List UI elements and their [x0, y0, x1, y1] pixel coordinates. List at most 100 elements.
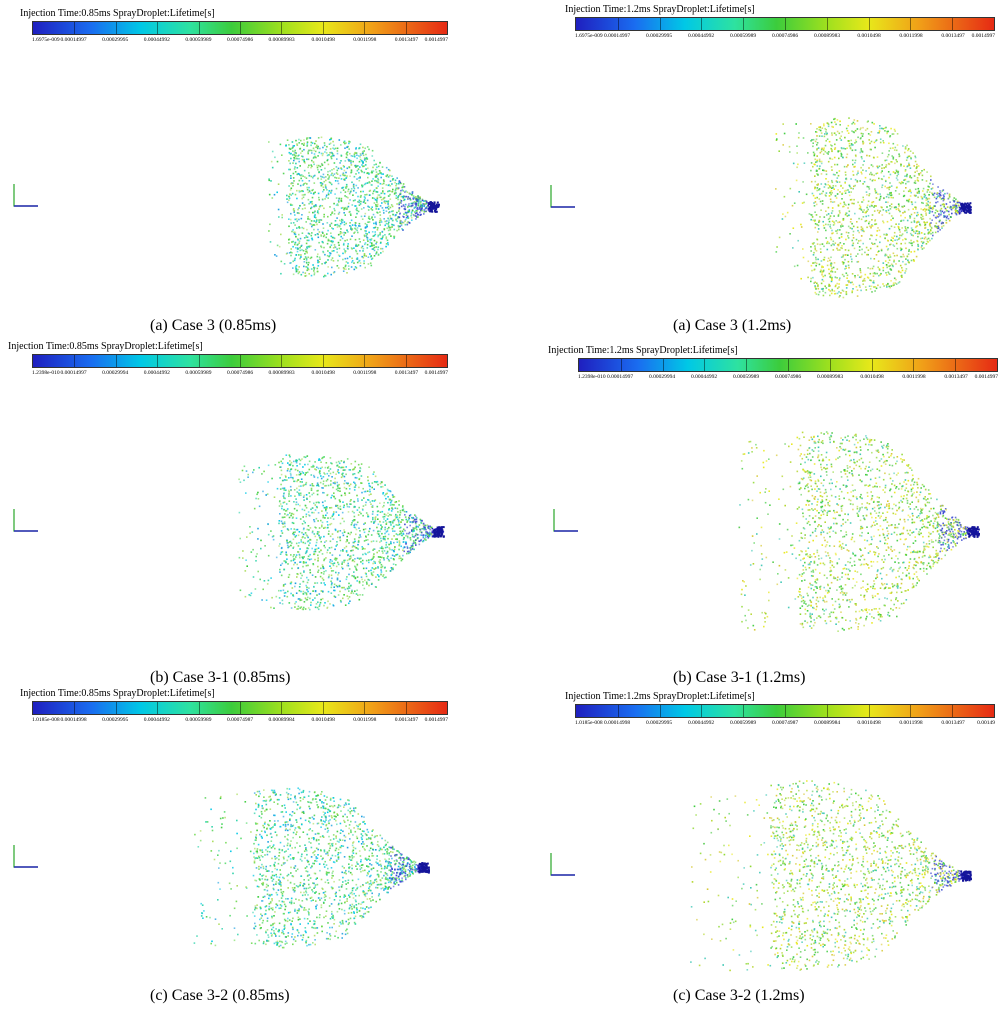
spray-panel-case3-1-12: Injection Time:1.2ms SprayDroplet:Lifeti…: [548, 345, 998, 680]
spray-panel-case3-1-085: Injection Time:0.85ms SprayDroplet:Lifet…: [8, 341, 458, 676]
colorbar: [578, 358, 998, 372]
colorbar-tick-label: 0.00029994: [648, 374, 676, 380]
spray-droplet-plot: [13, 136, 440, 278]
spray-droplet-plot: [550, 117, 972, 299]
colorbar-divider: [198, 355, 200, 367]
spray-droplets: [268, 136, 440, 278]
axis-triad-icon: [13, 509, 38, 532]
axis-triad-icon: [550, 853, 575, 876]
colorbar-divider: [617, 705, 619, 717]
colorbar-tick-label: 0.00089984: [268, 717, 295, 723]
colorbar-divider: [115, 702, 117, 714]
colorbar-tick-label: 0.0014997: [971, 33, 995, 39]
colorbar-tick-label: 0.0010498: [857, 33, 881, 39]
colorbar-title: Injection Time:1.2ms SprayDroplet:Lifeti…: [565, 691, 755, 702]
colorbar-divider: [74, 702, 76, 714]
colorbar-tick-label: 0.00044992: [687, 720, 715, 726]
colorbar-tick-label: 0.00059989: [185, 37, 212, 43]
colorbar-tick-label: 0.00089983: [816, 374, 844, 380]
colorbar-divider: [364, 355, 366, 367]
colorbar-divider: [701, 705, 703, 717]
colorbar-tick-label: 0.00014997: [60, 370, 87, 376]
colorbar-tick-labels: 1.2398e-010 0.00014997 0.00029994 0.0004499…: [32, 370, 448, 378]
colorbar-title: Injection Time:1.2ms SprayDroplet:Lifeti…: [565, 4, 755, 15]
spray-panel-case3-12: Injection Time:1.2ms SprayDroplet:Lifeti…: [545, 4, 995, 339]
spray-droplet-plot: [553, 431, 980, 632]
colorbar-tick-label: 0.0011998: [353, 717, 377, 723]
colorbar-divider: [952, 705, 954, 717]
colorbar-tick-labels: 1.6975e-009 0.00014997 0.00029995 0.0004499…: [575, 33, 995, 41]
colorbar-tick-label: 0.00059989: [729, 720, 757, 726]
colorbar-tick-label: 0.0010498: [860, 374, 884, 380]
colorbar-tick-label: 0.0010498: [311, 717, 335, 723]
colorbar-tick-label: 1.6975e-009: [32, 37, 60, 43]
colorbar-tick-label: 0.00014998: [603, 720, 631, 726]
colorbar-divider: [115, 355, 117, 367]
colorbar-divider: [405, 355, 407, 367]
colorbar-divider: [826, 705, 828, 717]
spray-panel-case3-2-12: Injection Time:1.2ms SprayDroplet:Lifeti…: [545, 691, 995, 1026]
colorbar-divider: [364, 702, 366, 714]
colorbar-tick-label: 0.00029995: [102, 37, 129, 43]
colorbar-divider: [281, 702, 283, 714]
colorbar-tick-label: 0.0011998: [899, 33, 923, 39]
colorbar-divider: [659, 18, 661, 30]
colorbar-tick-label: 0.00074986: [226, 37, 254, 43]
colorbar-divider: [198, 702, 200, 714]
axis-triad-icon: [13, 184, 38, 207]
colorbar-divider: [829, 359, 831, 371]
colorbar-tick-labels: 1.0185e-008 0.00014998 0.00029995 0.0004499…: [575, 720, 995, 728]
colorbar-divider: [157, 702, 159, 714]
colorbar-tick-label: 0.0011998: [353, 37, 377, 43]
colorbar-divider: [952, 18, 954, 30]
colorbar-tick-label: 0.0011998: [899, 720, 923, 726]
colorbar-tick-label: 0.0013497: [394, 717, 419, 723]
colorbar-divider: [659, 705, 661, 717]
colorbar-divider: [910, 705, 912, 717]
caption-case3-085: (a) Case 3 (0.85ms): [150, 317, 277, 334]
spray-droplet-plot: [13, 454, 445, 611]
colorbar-divider: [826, 18, 828, 30]
colorbar-tick-label: 0.00059989: [185, 370, 212, 376]
colorbar-tick-label: 1.0185e-008: [32, 717, 60, 723]
colorbar-divider: [913, 359, 915, 371]
colorbar-divider: [785, 705, 786, 717]
colorbar-divider: [74, 22, 76, 34]
spray-droplet-plot: [550, 780, 972, 972]
colorbar-divider: [743, 18, 745, 30]
colorbar-tick-label: 0.0013497: [394, 370, 419, 376]
colorbar-tick-label: 0.00014997: [606, 374, 634, 380]
colorbar-divider: [281, 355, 283, 367]
caption-case3-1-12: (b) Case 3-1 (1.2ms): [673, 669, 806, 686]
colorbar-tick-label: 0.00014997: [60, 37, 87, 43]
colorbar-tick-label: 1.2398e-010: [578, 374, 606, 380]
colorbar: [32, 701, 448, 715]
colorbar-tick-label: 0.00089983: [268, 370, 295, 376]
colorbar-tick-label: 0.0013497: [941, 720, 965, 726]
colorbar-tick-label: 0.00044992: [143, 717, 170, 723]
colorbar-divider: [405, 22, 407, 34]
colorbar-divider: [240, 702, 241, 714]
colorbar-tick-label: 0.0011998: [902, 374, 926, 380]
spray-droplets: [690, 780, 972, 972]
colorbar-tick-label: 0.0010498: [857, 720, 881, 726]
spray-droplets: [238, 454, 445, 611]
colorbar-tick-labels: 1.6975e-009 0.00014997 0.00029995 0.0004499…: [32, 37, 448, 45]
colorbar-tick-label: 0.0010498: [311, 37, 335, 43]
colorbar-divider: [364, 22, 366, 34]
colorbar-tick-label: 0.0014997: [974, 374, 998, 380]
colorbar-tick-label: 0.00044992: [143, 37, 170, 43]
axis-triad-icon: [553, 509, 578, 532]
colorbar-title: Injection Time:0.85ms SprayDroplet:Lifet…: [20, 8, 215, 19]
colorbar-divider: [157, 22, 159, 34]
colorbar-divider: [322, 702, 324, 714]
colorbar-tick-label: 0.0013497: [394, 37, 419, 43]
colorbar-divider: [662, 359, 664, 371]
colorbar-tick-labels: 1.0185e-008 0.00014998 0.00029995 0.0004499…: [32, 717, 448, 725]
colorbar-title: Injection Time:0.85ms SprayDroplet:Lifet…: [20, 688, 215, 699]
spray-droplet-plot: [13, 787, 430, 949]
colorbar-tick-label: 0.00059989: [729, 33, 757, 39]
colorbar-tick-label: 0.00044992: [687, 33, 715, 39]
colorbar-tick-label: 0.00074986: [774, 374, 802, 380]
spray-panel-case3-085: Injection Time:0.85ms SprayDroplet:Lifet…: [8, 8, 458, 343]
